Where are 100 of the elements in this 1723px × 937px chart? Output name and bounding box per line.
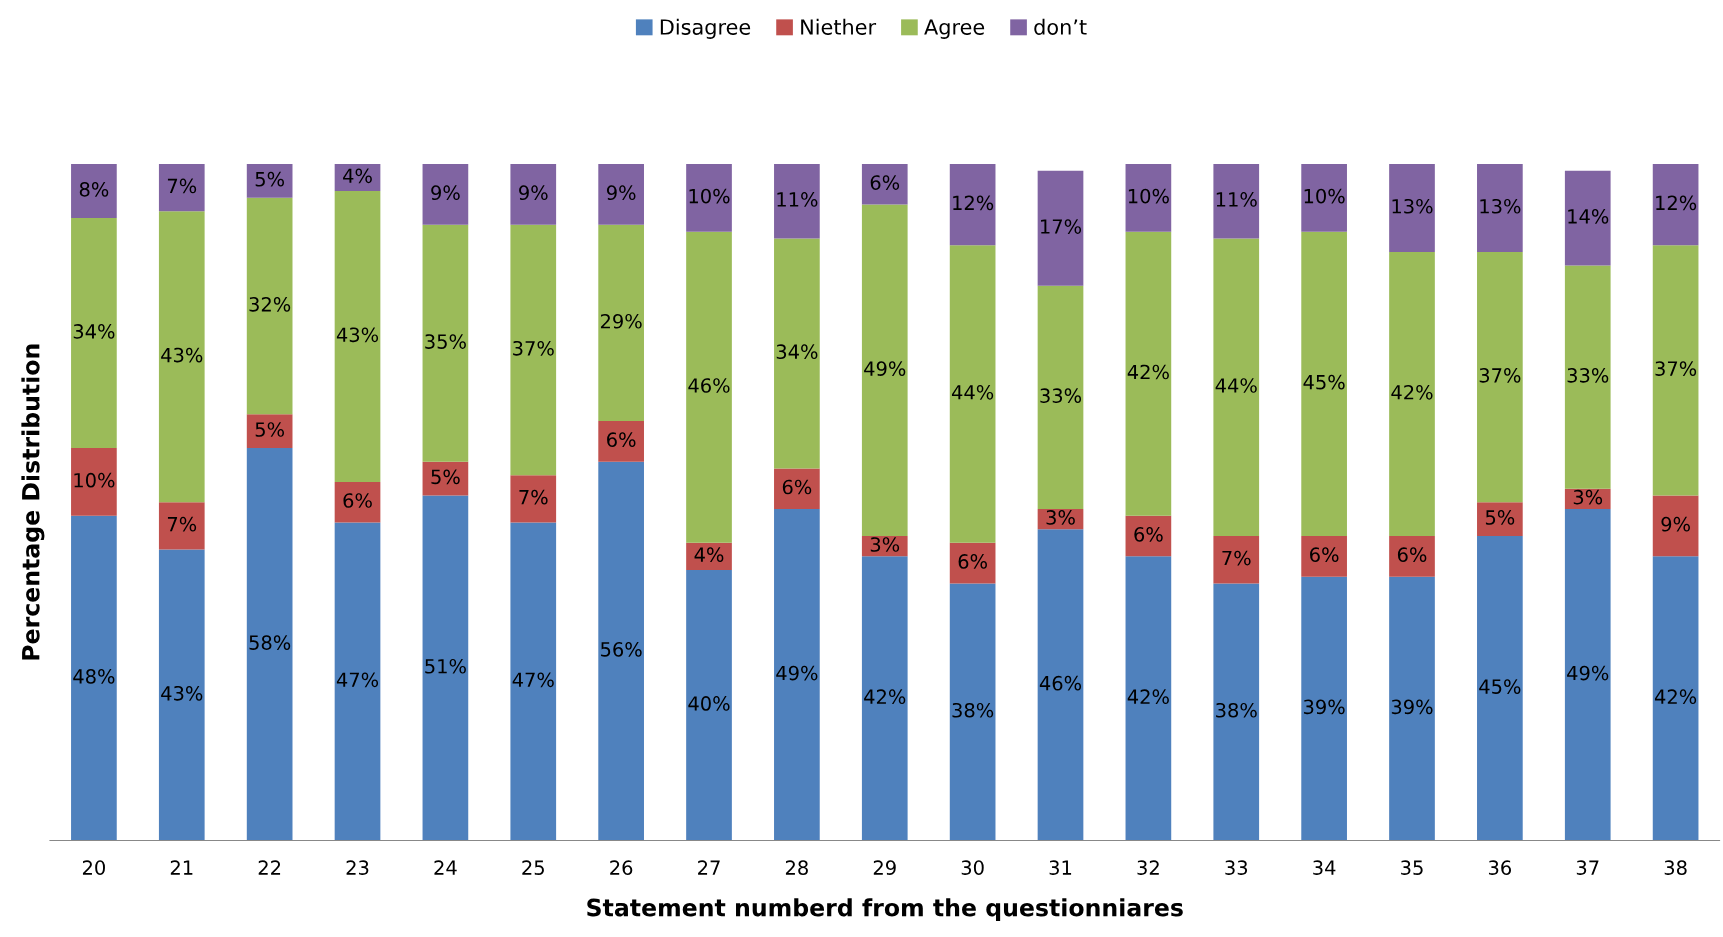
data-label: 6% — [1310, 547, 1339, 562]
data-label: 44% — [951, 384, 994, 400]
bar — [1301, 163, 1347, 232]
data-label: 5% — [255, 422, 284, 437]
bar — [1213, 536, 1260, 584]
x-tick-label: 24 — [434, 860, 457, 875]
y-axis-title: Percentage Distribution — [21, 344, 45, 660]
x-tick-label: 37 — [1576, 860, 1599, 875]
data-label: 39% — [1391, 699, 1433, 715]
bar — [1125, 163, 1172, 232]
x-tick-label: 23 — [346, 860, 369, 875]
data-label: 44% — [1215, 378, 1257, 393]
data-label: 10% — [1128, 188, 1169, 204]
data-label: 10% — [74, 472, 115, 488]
bar — [71, 163, 117, 219]
data-label: 37% — [513, 340, 554, 356]
bar — [1477, 163, 1523, 252]
data-label: 47% — [336, 672, 379, 688]
data-label: 35% — [425, 334, 466, 349]
bar — [510, 224, 557, 476]
bar — [1037, 170, 1084, 286]
data-label: 6% — [958, 554, 987, 569]
x-tick-label: 30 — [961, 860, 984, 875]
data-label: 10% — [1304, 188, 1345, 204]
bar — [774, 509, 820, 841]
data-label: 11% — [1216, 192, 1257, 207]
bar — [334, 481, 381, 523]
x-tick-label: 36 — [1488, 860, 1512, 875]
data-label: 8% — [79, 181, 109, 197]
data-label: 42% — [1391, 384, 1433, 400]
x-tick-label: 20 — [82, 860, 105, 875]
data-label: 49% — [1567, 665, 1609, 681]
data-label: 43% — [161, 685, 203, 701]
legend-label: Agree — [924, 19, 985, 39]
data-label: 7% — [167, 516, 197, 532]
data-label: 6% — [1397, 547, 1427, 562]
data-label: 12% — [1656, 195, 1697, 211]
data-label: 14% — [1568, 209, 1609, 224]
bar — [158, 211, 205, 503]
data-label: 7% — [1222, 550, 1251, 566]
bar — [686, 163, 732, 232]
data-label: 45% — [1479, 679, 1521, 694]
data-label: 11% — [777, 192, 818, 207]
bar — [598, 461, 644, 841]
bar — [861, 204, 908, 537]
data-label: 7% — [167, 178, 197, 194]
data-label: 9% — [431, 185, 460, 201]
data-label: 13% — [1480, 198, 1521, 214]
bar — [1477, 536, 1523, 841]
data-label: 42% — [1127, 689, 1169, 705]
data-label: 3% — [1573, 489, 1603, 505]
bar — [1389, 251, 1435, 537]
bar — [1301, 576, 1347, 841]
x-tick-label: 33 — [1225, 860, 1248, 875]
data-label: 46% — [688, 378, 730, 393]
x-tick-label: 34 — [1313, 860, 1336, 875]
data-label: 49% — [864, 361, 906, 376]
data-label: 4% — [694, 547, 724, 562]
data-label: 3% — [870, 537, 900, 552]
data-label: 17% — [1041, 219, 1082, 234]
bar — [949, 163, 996, 246]
bar — [774, 163, 820, 239]
bar — [1389, 536, 1435, 577]
data-label: 32% — [249, 296, 291, 312]
data-label: 56% — [601, 642, 642, 657]
data-label: 10% — [689, 188, 730, 204]
legend-label: Disagree — [660, 18, 751, 39]
bar — [1037, 285, 1084, 509]
bar — [158, 549, 205, 841]
data-label: 7% — [519, 489, 548, 505]
data-label: 5% — [1485, 510, 1515, 525]
bar — [686, 569, 732, 841]
bar — [774, 468, 820, 509]
bar — [510, 475, 557, 523]
data-label: 42% — [1127, 364, 1169, 380]
x-tick-label: 28 — [785, 860, 808, 875]
bar — [246, 448, 293, 841]
x-tick-label: 26 — [610, 860, 633, 875]
data-label: 33% — [1567, 368, 1609, 383]
data-label: 45% — [1303, 374, 1345, 390]
data-label: 49% — [776, 665, 818, 681]
data-label: 6% — [343, 493, 372, 508]
x-tick-label: 35 — [1401, 860, 1423, 875]
bar — [510, 522, 557, 841]
bar — [1477, 502, 1523, 537]
bar — [1477, 251, 1523, 503]
bar — [422, 163, 469, 225]
bar — [1652, 495, 1699, 557]
data-label: 34% — [73, 324, 115, 339]
bar — [861, 163, 908, 205]
bar — [334, 191, 381, 482]
bar — [1564, 509, 1611, 841]
x-tick-label: 21 — [170, 860, 193, 875]
bar — [158, 163, 205, 212]
bar — [1389, 163, 1435, 252]
bar — [1652, 163, 1699, 246]
bar — [510, 163, 557, 225]
bar — [158, 502, 205, 550]
bar — [1564, 265, 1611, 489]
data-label: 4% — [343, 168, 372, 184]
